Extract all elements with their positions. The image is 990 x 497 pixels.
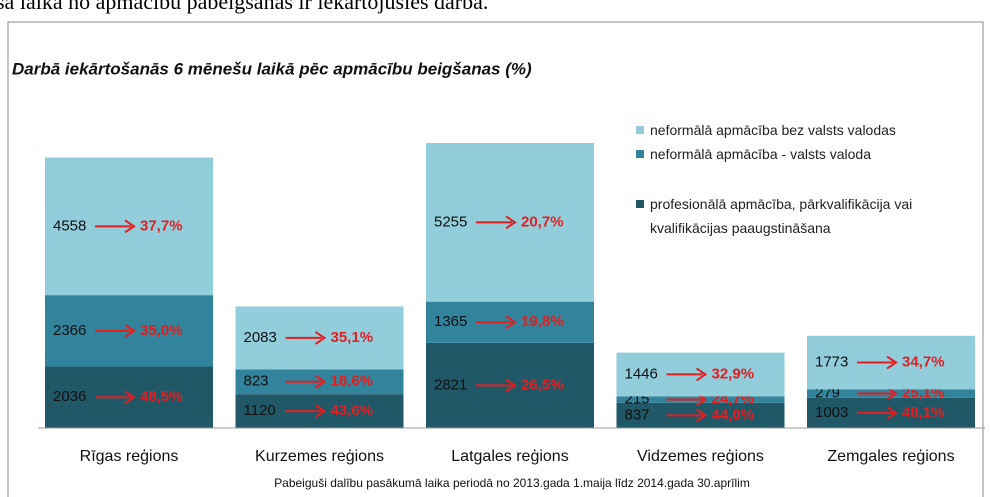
share-label: 20,7%: [521, 213, 564, 230]
count-label: 4558: [53, 217, 86, 234]
arrow-head: [695, 408, 708, 423]
arrow-head: [314, 374, 327, 389]
x-tick-label: Kurzemes reģions: [255, 447, 384, 465]
count-label: 1446: [625, 365, 658, 382]
legend-label: neformālā apmācība bez valsts valodas: [650, 122, 896, 138]
count-label: 823: [244, 373, 269, 390]
chart-title: Darbā iekārtošanās 6 mēnešu laikā pēc ap…: [12, 59, 532, 78]
legend-label: profesionālā apmācība, pārkvalifikācija …: [650, 196, 913, 236]
x-tick-label: Zemgales reģions: [827, 447, 954, 465]
arrow-head: [886, 386, 898, 401]
x-tick-label: Vidzemes reģions: [637, 447, 764, 465]
arrow-head: [505, 378, 517, 393]
share-label: 18,6%: [331, 373, 374, 390]
arrow-head: [314, 404, 327, 418]
x-tick-label: Rīgas reģions: [80, 447, 179, 465]
arrow-head: [886, 355, 898, 370]
legend-swatch: [636, 126, 644, 134]
arrow-head: [314, 331, 327, 345]
share-label: 44,0%: [712, 406, 755, 423]
count-label: 1003: [815, 404, 848, 421]
share-label: 34,7%: [902, 354, 945, 371]
legend-item: profesionālā apmācība, pārkvalifikācija …: [636, 192, 981, 240]
x-tick-label: Latgales reģions: [451, 447, 568, 465]
legend-item: neformālā apmācība bez valsts valodas: [636, 118, 981, 142]
count-label: 1120: [244, 402, 276, 419]
share-label: 43,6%: [331, 402, 374, 419]
arrow-head: [695, 367, 708, 382]
arrow-head: [124, 390, 136, 405]
share-label: 19,8%: [521, 313, 564, 330]
count-label: 2083: [244, 329, 277, 346]
count-label: 1773: [815, 354, 848, 371]
share-label: 32,9%: [712, 365, 755, 382]
share-label: 26,5%: [521, 376, 564, 393]
arrow-head: [505, 315, 517, 330]
share-label: 35,0%: [140, 322, 183, 339]
top-text: sa laika no apmācību pabeigšanas ir iekā…: [0, 0, 488, 14]
count-label: 1365: [434, 313, 467, 330]
arrow-head: [886, 406, 898, 420]
count-label: 2821: [434, 376, 467, 393]
legend-item: neformālā apmācība - valsts valoda: [636, 142, 981, 166]
footnote: Pabeiguši dalību pasākumā laika periodā …: [274, 476, 750, 490]
legend-swatch: [636, 200, 644, 208]
share-label: 48,1%: [902, 404, 945, 421]
share-label: 35,1%: [331, 329, 374, 346]
count-label: 2366: [53, 322, 86, 339]
count-label: 2036: [53, 388, 86, 405]
chart-frame: [7, 21, 984, 497]
share-label: 48,5%: [140, 388, 183, 405]
share-label: 37,7%: [140, 217, 183, 234]
arrow-head: [505, 215, 517, 230]
legend-label: neformālā apmācība - valsts valoda: [650, 146, 871, 162]
arrow-head: [124, 219, 136, 234]
count-label: 837: [625, 406, 650, 423]
arrow-head: [124, 323, 136, 338]
count-label: 5255: [434, 213, 467, 230]
legend-swatch: [636, 150, 644, 158]
